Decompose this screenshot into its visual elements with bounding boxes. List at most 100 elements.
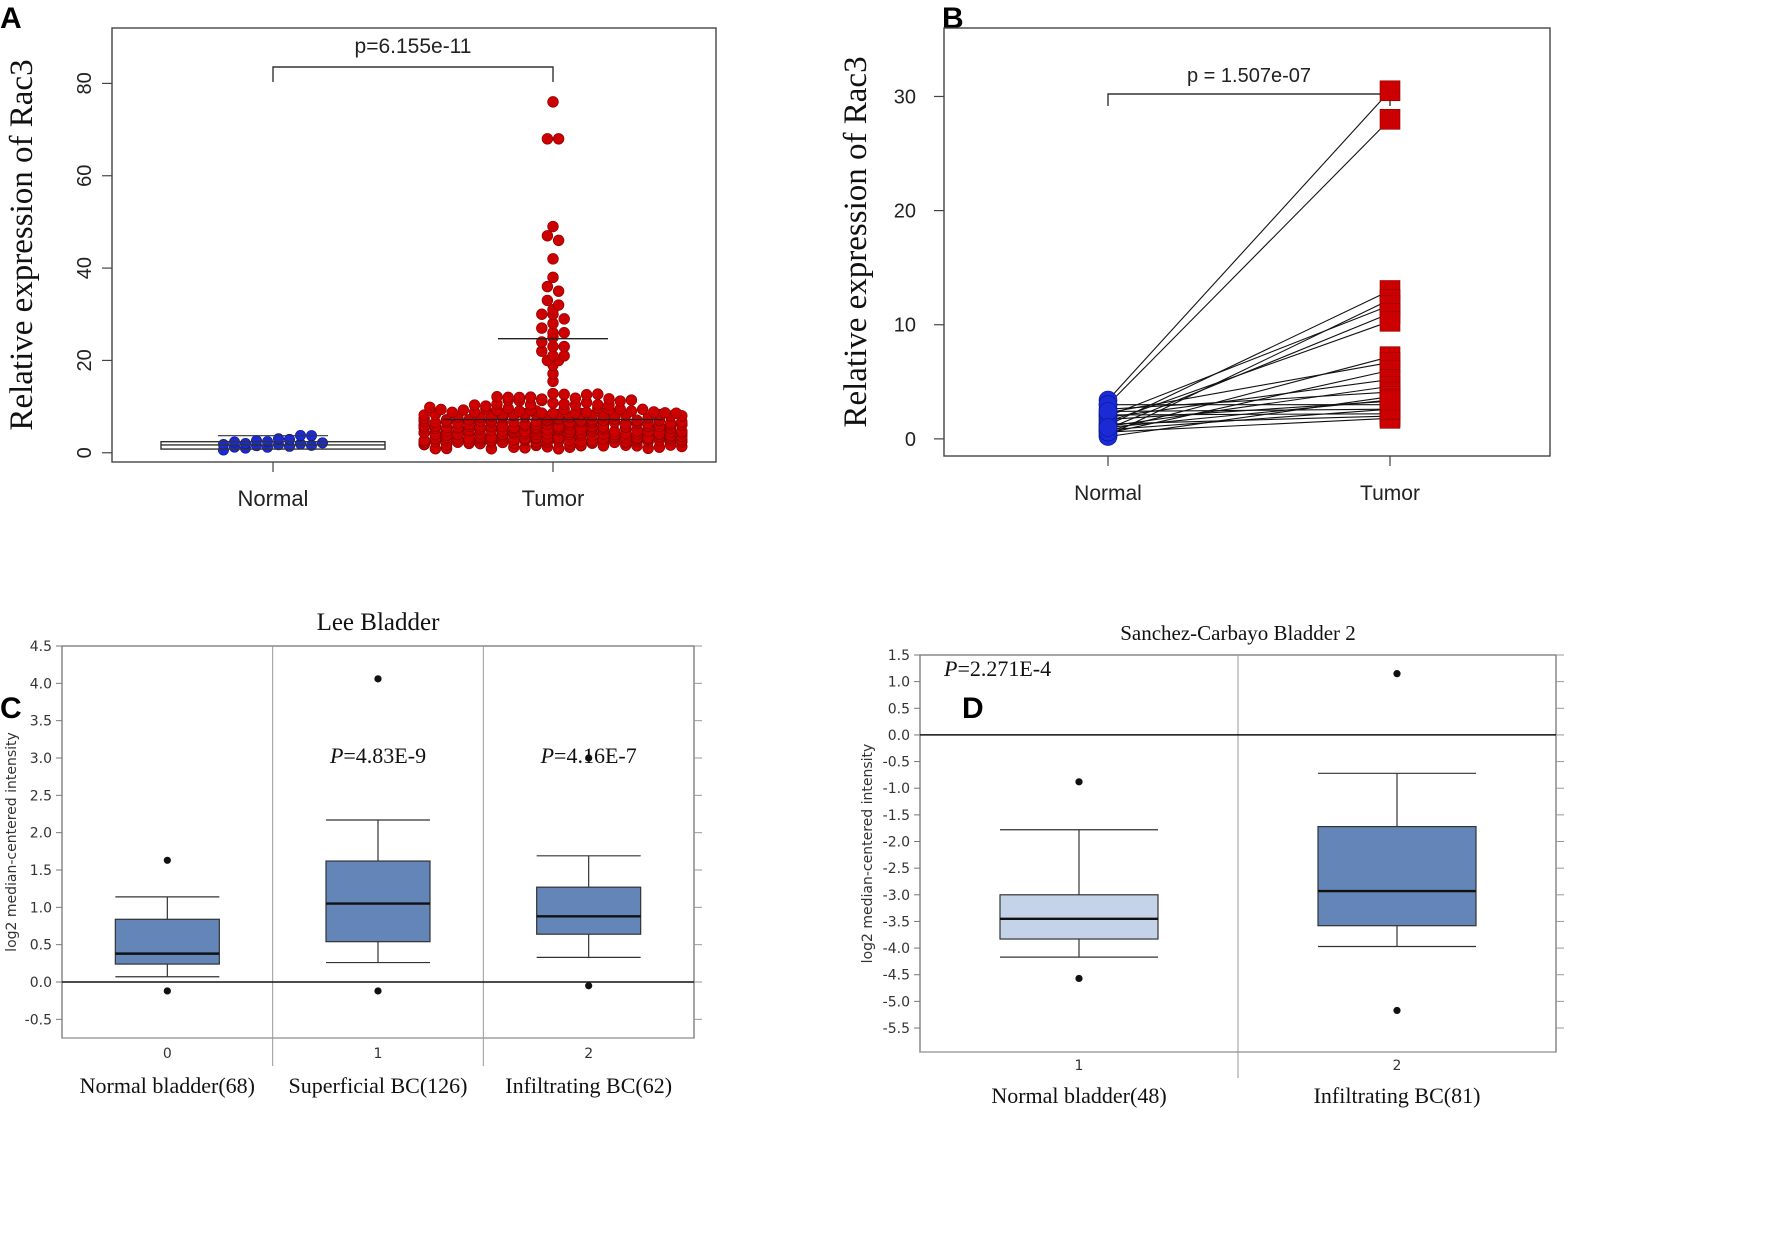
y-tick-label: 20	[74, 349, 96, 371]
point-tumor	[659, 407, 671, 419]
outlier-point	[163, 987, 171, 995]
y-tick-label: 2.0	[30, 826, 52, 842]
point-tumor	[524, 391, 537, 403]
p-value-label: P=2.271E-4	[943, 656, 1051, 681]
point-tumor	[480, 400, 492, 412]
y-axis-title: log2 median-centered intensity	[860, 744, 876, 964]
y-tick-label: 1.5	[30, 863, 52, 879]
group-id: 1	[374, 1046, 383, 1062]
point-tumor	[1379, 389, 1401, 411]
point-tumor	[552, 285, 565, 297]
pair-line	[1107, 399, 1391, 429]
significance-bracket	[1107, 93, 1391, 106]
group-id: 1	[1075, 1058, 1084, 1074]
point-tumor	[592, 399, 604, 411]
y-tick-label: -5.5	[883, 1021, 910, 1037]
pair-line	[1107, 90, 1391, 401]
y-axis-title: Relative expression of Rac3	[4, 59, 40, 430]
box-iqr	[114, 918, 220, 965]
panel-letter-d: D	[962, 692, 984, 725]
point-normal	[240, 438, 252, 450]
y-tick-label: -2.5	[883, 861, 910, 877]
box-iqr	[999, 894, 1159, 940]
chart-panel-a: 0 20 40 60 80 Relative expression of Rac3 Norm…	[4, 27, 717, 511]
y-tick-label: 3.0	[30, 751, 52, 767]
point-tumor	[541, 294, 554, 307]
significance-bracket	[272, 66, 554, 82]
y-tick-label: 0.5	[30, 938, 52, 954]
y-tick-label: 1.5	[888, 648, 910, 664]
point-tumor	[648, 406, 660, 418]
outlier-point	[1393, 670, 1401, 678]
panel-letter-a: A	[0, 2, 22, 35]
box-iqr	[325, 860, 431, 943]
pair-line	[1107, 290, 1391, 426]
y-tick-label: -3.0	[883, 888, 910, 904]
point-tumor	[558, 313, 570, 325]
y-tick-label: -0.5	[883, 755, 910, 771]
outlier-point	[585, 754, 593, 762]
point-tumor	[446, 406, 458, 418]
point-tumor	[547, 271, 559, 284]
pair-line	[1107, 408, 1391, 431]
point-tumor	[580, 406, 593, 419]
point-tumor	[536, 322, 548, 334]
pair-line	[1107, 304, 1391, 417]
outlier-point	[1075, 974, 1083, 983]
y-tick-label: 40	[74, 257, 96, 279]
chart-title: Lee Bladder	[317, 609, 441, 636]
pair-line	[1107, 385, 1391, 427]
box-iqr	[536, 886, 642, 935]
plot-frame	[111, 27, 717, 463]
point-tumor	[547, 220, 559, 233]
outlier-point	[374, 987, 382, 995]
group-id: 2	[584, 1046, 593, 1062]
point-tumor	[541, 133, 554, 145]
y-tick-label: 4.0	[30, 676, 52, 692]
point-tumor	[547, 387, 559, 400]
x-tick-label: Tumor	[522, 486, 585, 511]
pair-line	[1107, 417, 1391, 433]
point-tumor	[1379, 311, 1401, 332]
y-axis-title: log2 median-centered intensity	[4, 732, 20, 952]
group-id: 2	[1393, 1058, 1402, 1074]
point-tumor	[513, 405, 526, 417]
point-tumor	[1379, 109, 1401, 130]
outlier-point	[1393, 1006, 1401, 1015]
point-tumor	[502, 391, 514, 404]
outlier-point	[1075, 778, 1083, 786]
point-tumor	[547, 407, 559, 420]
point-tumor	[558, 340, 570, 353]
plot-frame	[943, 27, 1551, 457]
y-tick-label: 0.0	[888, 728, 910, 744]
y-tick-label: 3.5	[30, 714, 52, 730]
chart-title: Sanchez-Carbayo Bladder 2	[1120, 621, 1356, 645]
point-tumor	[536, 393, 548, 405]
y-tick-label: 20	[894, 201, 916, 223]
point-tumor	[625, 405, 638, 417]
point-tumor	[424, 401, 436, 414]
point-tumor	[670, 407, 682, 419]
outlier-point	[374, 675, 382, 683]
point-tumor	[1379, 80, 1401, 102]
point-tumor	[603, 393, 615, 405]
pair-line	[1107, 299, 1391, 436]
y-tick-label: 0.5	[888, 701, 910, 717]
y-axis-title: Relative expression of Rac3	[838, 56, 874, 427]
p-value-label: p=6.155e-11	[355, 35, 472, 58]
point-tumor	[636, 403, 649, 416]
point-tumor	[536, 308, 548, 320]
pair-line	[1107, 356, 1391, 432]
point-tumor	[558, 398, 570, 410]
point-tumor	[552, 133, 565, 145]
point-tumor	[569, 392, 582, 404]
point-tumor	[614, 395, 626, 407]
point-tumor	[552, 299, 565, 311]
p-value: =4.16E-7	[554, 743, 637, 768]
y-tick-label: -2.0	[883, 835, 910, 851]
chart-panel-c: Lee Bladder 4.5 4.0 3.5 3.0 2.5 2.0 1.5 1.0 0.5 0.…	[4, 609, 702, 1098]
y-tick-label: 80	[74, 72, 96, 94]
x-tick-label: Tumor	[1360, 482, 1420, 505]
pair-line	[1107, 408, 1391, 413]
